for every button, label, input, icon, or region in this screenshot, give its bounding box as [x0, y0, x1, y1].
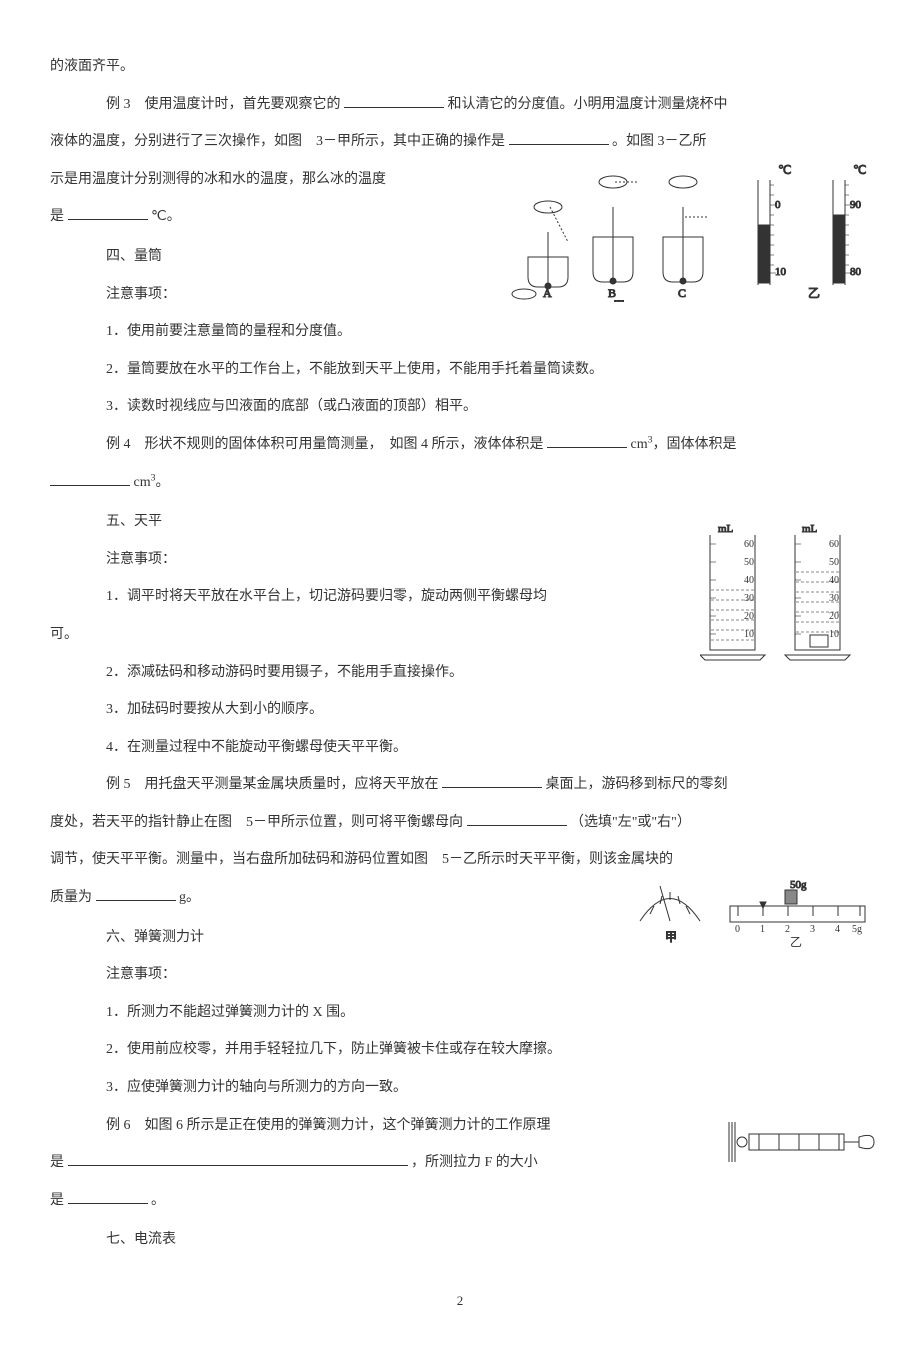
c1-30: 30	[744, 593, 754, 604]
figure-6-spring-scale	[724, 1112, 884, 1172]
ex5-l4b: g。	[179, 890, 200, 905]
ex4-l1c: ，固体体积是	[653, 437, 737, 452]
ex3-l4b: ℃。	[151, 209, 181, 224]
ex6-l2: 是 ，所测拉力 F 的大小	[50, 1146, 670, 1180]
degc1: ℃	[778, 163, 791, 177]
ex5-l2: 度处，若天平的指针静止在图 5－甲所示位置，则可将平衡螺母向 （选填"左"或"右…	[50, 806, 870, 840]
c2-20: 20	[829, 611, 839, 622]
figure-3-thermometers: A B C 甲 ℃ 0 10 ℃ 90 80 乙	[508, 162, 878, 302]
c2-10: 10	[829, 629, 839, 640]
c1-20: 20	[744, 611, 754, 622]
ex4-l1a: 例 4 形状不规则的固体体积可用量筒测量， 如图 4 所示，液体体积是	[106, 437, 544, 452]
ex5-l2b: （选填"左"或"右"）	[570, 815, 691, 830]
ml1: mL	[718, 523, 734, 535]
ex5-l2a: 度处，若天平的指针静止在图 5－甲所示位置，则可将平衡螺母向	[50, 815, 463, 830]
ex3-l4a: 是	[50, 209, 64, 224]
top-partial-line: 的液面齐平。	[50, 50, 870, 84]
sec4-note-label: 注意事项：	[50, 278, 490, 312]
sec6-n1: 1．所测力不能超过弹簧测力计的 X 围。	[50, 996, 870, 1030]
c1-60: 60	[744, 539, 754, 550]
tick-1: 1	[760, 924, 765, 935]
sec5-note-label: 注意事项：	[50, 543, 670, 577]
label-yi: 乙	[808, 286, 820, 300]
ex3-l2a: 液体的温度，分别进行了三次操作，如图 3－甲所示，其中正确的操作是	[50, 134, 505, 149]
c2-40: 40	[829, 575, 839, 586]
ex6-l1: 例 6 如图 6 所示是正在使用的弹簧测力计，这个弹簧测力计的工作原理	[50, 1109, 670, 1143]
ex3-l4: 是 ℃。	[50, 200, 490, 234]
tick-5: 5g	[852, 924, 862, 935]
sec4-n3: 3．读数时视线应与凹液面的底部（或凸液面的顶部）相平。	[50, 390, 870, 424]
sec5-n4: 4．在测量过程中不能旋动平衡螺母使天平平衡。	[50, 731, 870, 765]
label-A: A	[543, 286, 552, 300]
tick-4: 4	[835, 924, 840, 935]
ex6-l3b: 。	[151, 1193, 165, 1208]
ex6-l3a: 是	[50, 1193, 64, 1208]
page-number: 2	[50, 1285, 870, 1316]
ex4-l1b: cm	[631, 437, 648, 452]
tick-0: 0	[735, 924, 740, 935]
ex5-l4a: 质量为	[50, 890, 92, 905]
t1-bot: 10	[775, 266, 787, 278]
sec6-note-label: 注意事项：	[50, 958, 870, 992]
ex4-l2b: 。	[156, 475, 170, 490]
sec5-n1b: 可。	[50, 618, 670, 652]
c2-50: 50	[829, 557, 839, 568]
ex3-l1: 例 3 使用温度计时，首先要观察它的 和认清它的分度值。小明用温度计测量烧杯中	[50, 88, 870, 122]
label-yi2: 乙	[790, 935, 802, 949]
sec4-n1: 1．使用前要注意量筒的量程和分度值。	[50, 315, 870, 349]
ex3-l3: 示是用温度计分别测得的冰和水的温度，那么冰的温度	[50, 163, 490, 197]
ex6-l3: 是 。	[50, 1184, 670, 1218]
ex5-l1a: 例 5 用托盘天平测量某金属块质量时，应将天平放在	[106, 777, 439, 792]
figure-5-balance: 甲 50g 0 1 2 3 4 5g 乙	[630, 876, 870, 951]
c2-60: 60	[829, 539, 839, 550]
c2-30: 30	[829, 593, 839, 604]
ex4-l1: 例 4 形状不规则的固体体积可用量筒测量， 如图 4 所示，液体体积是 cm3，…	[50, 428, 870, 462]
sec5-n1: 1．调平时将天平放在水平台上，切记游码要归零，旋动两侧平衡螺母均	[50, 580, 670, 614]
figure-4-cylinders: mL mL 60 50 40 30 20 10 60 50 40 30 20 1…	[700, 520, 870, 670]
label-jia: 甲	[613, 299, 625, 302]
label-jia2: 甲	[665, 930, 677, 944]
sec7-title: 七、电流表	[50, 1223, 870, 1257]
ex3-l1a: 例 3 使用温度计时，首先要观察它的	[106, 97, 341, 112]
c1-50: 50	[744, 557, 754, 568]
tick-2: 2	[785, 924, 790, 935]
ex6-l2b: ，所测拉力 F 的大小	[411, 1155, 538, 1170]
c1-10: 10	[744, 629, 754, 640]
t2-top: 90	[850, 199, 862, 211]
blank	[509, 130, 609, 145]
ex4-l2a: cm	[134, 475, 151, 490]
ml2: mL	[802, 523, 818, 535]
ex6-l2a: 是	[50, 1155, 64, 1170]
tick-3: 3	[810, 924, 815, 935]
ex4-l2: cm3。	[50, 466, 870, 500]
sec4-title: 四、量筒	[50, 240, 490, 274]
degc2: ℃	[853, 163, 866, 177]
sec5-n3: 3．加砝码时要按从大到小的顺序。	[50, 693, 870, 727]
t2-bot: 80	[850, 266, 862, 278]
ex3-l2: 液体的温度，分别进行了三次操作，如图 3－甲所示，其中正确的操作是 。如图 3－…	[50, 125, 870, 159]
weight-50g: 50g	[790, 879, 807, 891]
blank	[547, 433, 627, 448]
blank	[442, 773, 542, 788]
blank	[50, 470, 130, 485]
blank	[96, 886, 176, 901]
label-B: B	[608, 286, 616, 300]
blank	[68, 205, 148, 220]
c1-40: 40	[744, 575, 754, 586]
ex3-l2b: 。如图 3－乙所	[612, 134, 707, 149]
blank	[68, 1188, 148, 1203]
ex3-l1b: 和认清它的分度值。小明用温度计测量烧杯中	[448, 97, 728, 112]
blank	[467, 810, 567, 825]
blank	[68, 1151, 408, 1166]
ex5-l1: 例 5 用托盘天平测量某金属块质量时，应将天平放在 桌面上，游码移到标尺的零刻	[50, 768, 870, 802]
sec6-n3: 3．应使弹簧测力计的轴向与所测力的方向一致。	[50, 1071, 870, 1105]
sec4-n2: 2．量筒要放在水平的工作台上，不能放到天平上使用，不能用手托着量筒读数。	[50, 353, 870, 387]
label-C: C	[678, 286, 686, 300]
ex5-l3: 调节，使天平平衡。测量中，当右盘所加砝码和游码位置如图 5－乙所示时天平平衡，则…	[50, 843, 870, 877]
ex5-l1b: 桌面上，游码移到标尺的零刻	[546, 777, 728, 792]
blank	[344, 92, 444, 107]
sec6-n2: 2．使用前应校零，并用手轻轻拉几下，防止弹簧被卡住或存在较大摩擦。	[50, 1033, 870, 1067]
